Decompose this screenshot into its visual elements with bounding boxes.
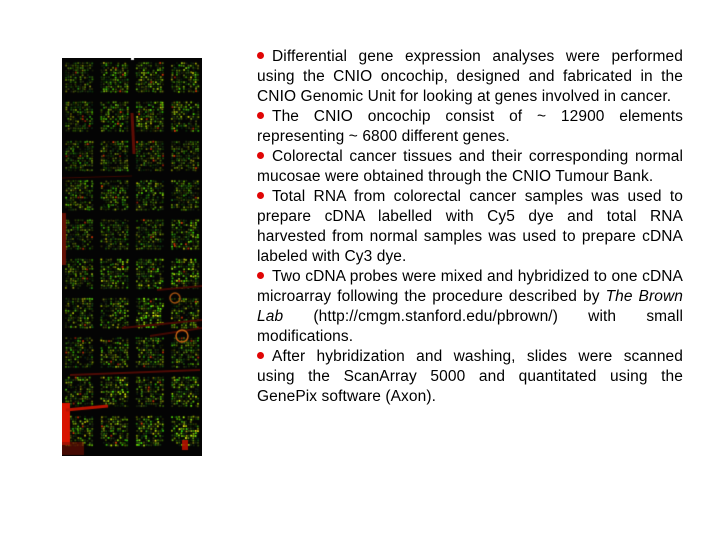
bullet-text: Colorectal cancer tissues and their corr…	[257, 148, 683, 185]
bullet-text: Differential gene expression analyses we…	[257, 48, 683, 105]
bullet-text: After hybridization and washing, slides …	[257, 348, 683, 405]
bullet-text: (http://cmgm.stanford.edu/pbrown/) with …	[257, 308, 683, 345]
bullet-icon	[257, 352, 264, 359]
bullet-icon	[257, 272, 264, 279]
bullet-text-italic: The Brown Lab	[257, 288, 683, 325]
bullet-icon	[257, 52, 264, 59]
bullet-item-hybridization-protocol: Two cDNA probes were mixed and hybridize…	[257, 267, 683, 347]
microarray-image	[62, 58, 202, 456]
bullet-item-rna-labelling: Total RNA from colorectal cancer samples…	[257, 187, 683, 267]
bullet-item-oncochip-elements: The CNIO oncochip consist of ~ 12900 ele…	[257, 107, 683, 147]
bullet-icon	[257, 192, 264, 199]
bullet-item-tissue-source: Colorectal cancer tissues and their corr…	[257, 147, 683, 187]
bullet-item-differential-expression: Differential gene expression analyses we…	[257, 47, 683, 107]
bullet-icon	[257, 152, 264, 159]
bullet-list: Differential gene expression analyses we…	[257, 47, 683, 407]
bullet-text: Two cDNA probes were mixed and hybridize…	[257, 268, 683, 305]
bullet-item-scanning-quantitation: After hybridization and washing, slides …	[257, 347, 683, 407]
bullet-text: Total RNA from colorectal cancer samples…	[257, 188, 683, 265]
bullet-text: The CNIO oncochip consist of ~ 12900 ele…	[257, 108, 683, 145]
bullet-icon	[257, 112, 264, 119]
